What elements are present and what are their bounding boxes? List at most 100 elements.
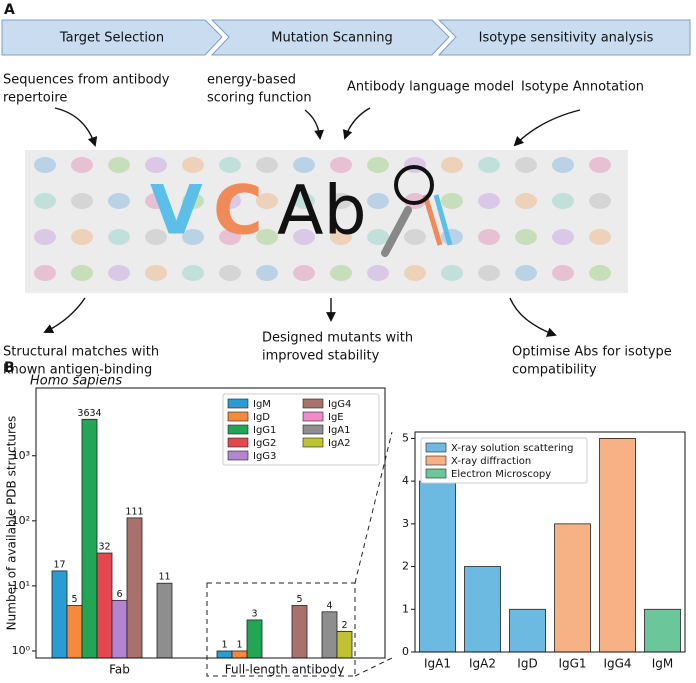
bar — [321, 611, 338, 659]
thumbnail — [441, 265, 463, 281]
thumbnail — [552, 265, 574, 281]
legend-swatch — [302, 437, 324, 448]
bar — [419, 480, 456, 653]
value-label: 3634 — [77, 408, 101, 419]
axes-frame — [414, 431, 686, 653]
bar — [96, 552, 113, 659]
thumbnail — [589, 193, 611, 209]
thumbnail — [145, 193, 167, 209]
thumbnail — [145, 265, 167, 281]
axes-frame — [35, 387, 386, 659]
thumbnail — [34, 193, 56, 209]
y-tick-label: 1 — [402, 602, 409, 615]
thumbnail — [330, 265, 352, 281]
thumbnail — [404, 265, 426, 281]
legend-label: IgA2 — [328, 438, 351, 449]
thumbnail — [515, 265, 537, 281]
logo-letter: C — [213, 172, 263, 251]
structure-thumbnails — [34, 157, 611, 281]
arrows — [43, 107, 581, 337]
thumbnail — [515, 229, 537, 245]
legend-label: IgG3 — [253, 451, 276, 462]
bar — [81, 418, 98, 659]
legend-label: IgM — [253, 399, 271, 410]
arrow — [513, 109, 581, 147]
y-tick-label: 10¹ — [12, 579, 30, 592]
x-tick-label: IgG4 — [603, 657, 631, 671]
stage-label: Target Selection — [59, 31, 164, 46]
value-label: 1 — [221, 639, 227, 650]
legend-label: IgE — [328, 412, 344, 423]
thumbnail — [108, 229, 130, 245]
subtitle: Homo sapiens — [30, 374, 122, 389]
bar — [291, 605, 308, 659]
thumbnail — [256, 265, 278, 281]
stage-arrow — [210, 19, 450, 56]
thumbnail — [34, 265, 56, 281]
output-text: improved stability — [262, 349, 380, 364]
structure-panel — [25, 150, 628, 293]
bar — [111, 599, 128, 659]
panel-label: B — [4, 360, 15, 376]
thumbnail — [145, 229, 167, 245]
value-label: 2 — [341, 620, 347, 631]
thumbnail — [182, 229, 204, 245]
stage-label: Isotype sensitivity analysis — [479, 31, 654, 46]
legend-label: IgG4 — [328, 399, 351, 410]
thumbnail — [441, 157, 463, 173]
thumbnail — [71, 157, 93, 173]
bar — [246, 619, 263, 659]
thumbnail — [293, 193, 315, 209]
legend-swatch — [227, 411, 249, 422]
thumbnail — [367, 229, 389, 245]
thumbnail — [219, 229, 241, 245]
bar — [156, 582, 173, 659]
y-tick-label: 0 — [402, 645, 409, 658]
legend-label: Electron Microscopy — [451, 469, 551, 480]
x-tick-label: IgA1 — [424, 657, 451, 671]
legend-swatch — [227, 450, 249, 461]
legend-label: IgG2 — [253, 438, 276, 449]
input-text: Sequences from antibody — [3, 73, 170, 88]
output-text: Optimise Abs for isotype — [512, 345, 672, 360]
bar — [464, 566, 501, 653]
thumbnail — [330, 193, 352, 209]
value-label: 11 — [158, 572, 170, 583]
legend-frame — [222, 393, 380, 466]
thumbnail — [552, 157, 574, 173]
thumbnail — [293, 229, 315, 245]
thumbnail — [256, 193, 278, 209]
thumbnail — [367, 157, 389, 173]
zoom-box — [206, 431, 393, 677]
stage-arrow — [1, 19, 223, 56]
thumbnail — [34, 157, 56, 173]
arrow — [304, 109, 325, 140]
legend-swatch — [227, 398, 249, 409]
x-tick-label: Full-length antibody — [225, 663, 345, 677]
thumbnail — [293, 157, 315, 173]
panel-label: A — [4, 2, 15, 18]
legend-swatch — [227, 437, 249, 448]
value-label: 17 — [53, 559, 65, 570]
legend-swatch — [425, 442, 447, 453]
legend-label: IgA1 — [328, 425, 351, 436]
thumbnail — [552, 229, 574, 245]
y-tick-label: 10³ — [12, 449, 30, 462]
stage-arrow — [437, 19, 691, 56]
arrow — [43, 297, 86, 334]
legend-label: IgG1 — [253, 425, 276, 436]
thumbnail — [552, 193, 574, 209]
thumbnail — [145, 157, 167, 173]
thumbnail — [219, 157, 241, 173]
legend-label: IgD — [253, 412, 270, 423]
legend-swatch — [302, 411, 324, 422]
y-axis-label: Number of available PDB structures — [5, 416, 19, 631]
thumbnail — [71, 193, 93, 209]
x-tick-label: IgG1 — [558, 657, 586, 671]
legend-frame — [420, 437, 588, 484]
thumbnail — [515, 193, 537, 209]
thumbnail — [330, 229, 352, 245]
output-text: compatibility — [512, 363, 597, 378]
value-label: 32 — [98, 542, 110, 553]
thumbnail — [293, 265, 315, 281]
